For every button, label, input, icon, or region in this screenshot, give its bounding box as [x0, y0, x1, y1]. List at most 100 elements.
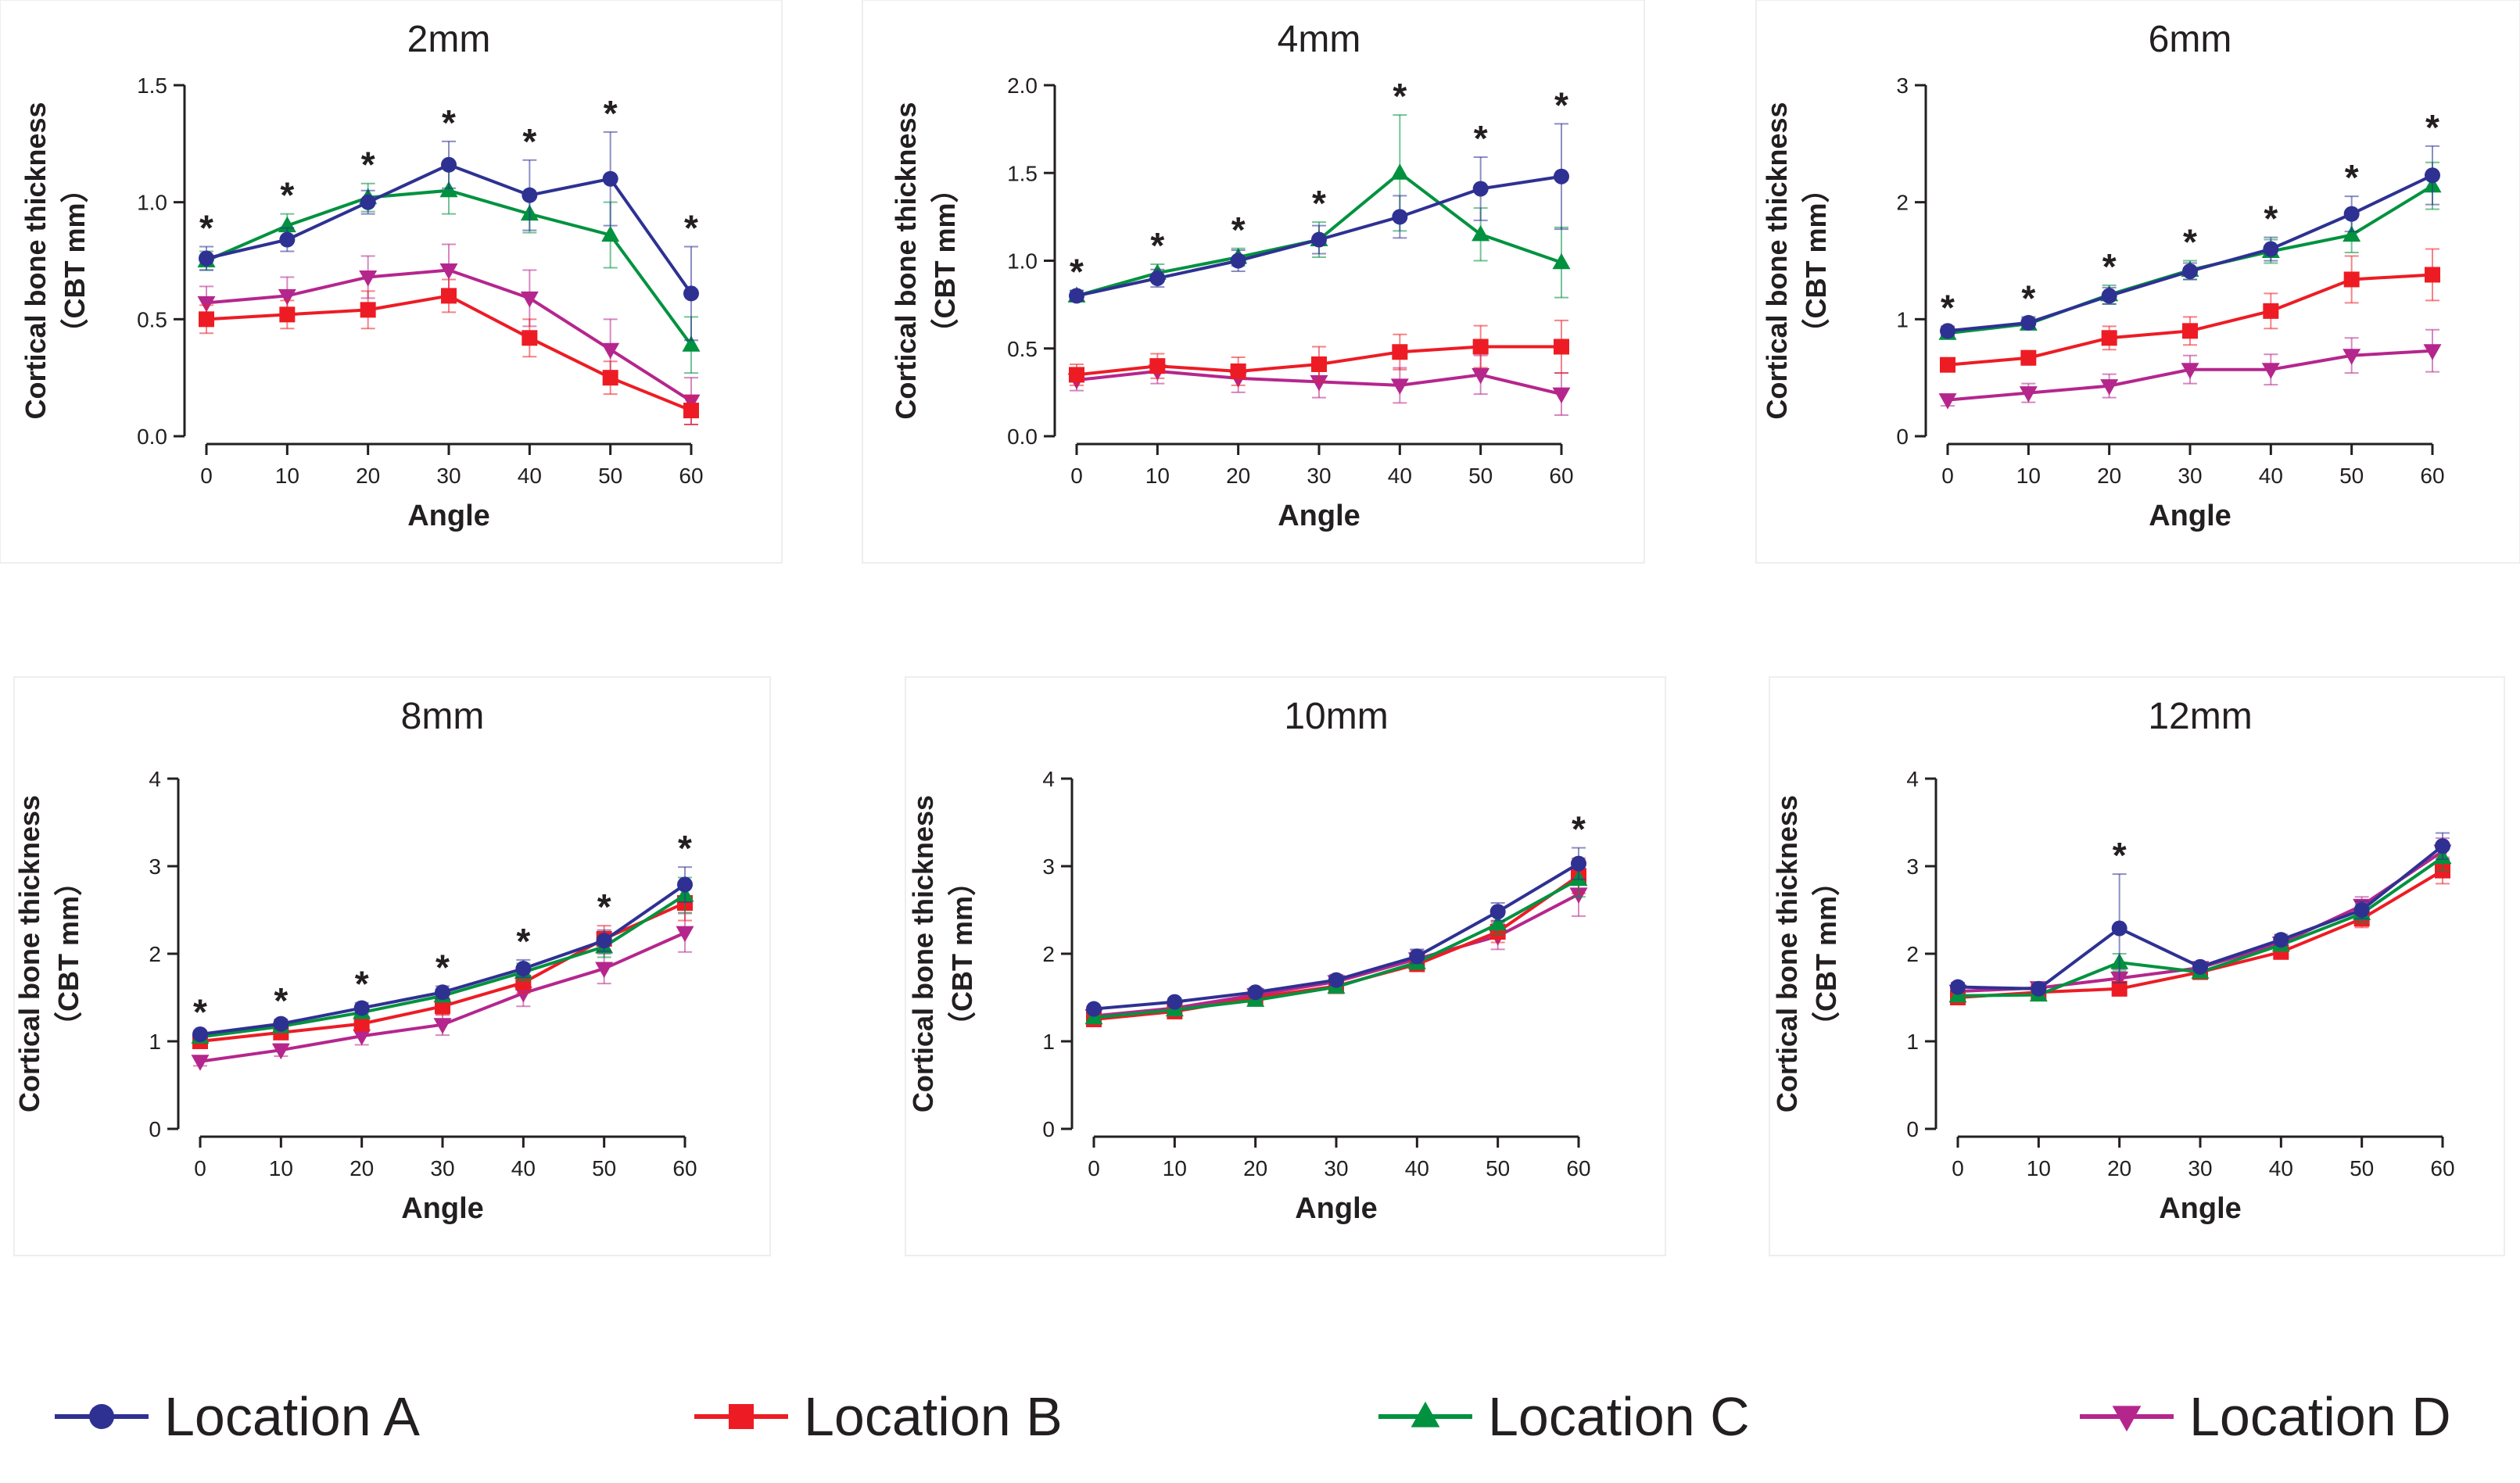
x-tick-label: 30 — [1324, 1156, 1348, 1180]
y-axis-label: Cortical bone thickness — [1761, 102, 1793, 419]
series-location-a — [1940, 145, 2440, 339]
data-point — [1554, 168, 1569, 184]
x-tick-label: 0 — [1941, 464, 1954, 488]
x-tick-label: 40 — [511, 1156, 536, 1180]
x-tick-label: 0 — [1088, 1156, 1100, 1180]
x-axis-label: Angle — [1278, 500, 1360, 532]
x-tick-label: 30 — [1307, 464, 1331, 488]
data-point — [2100, 379, 2119, 396]
x-tick-label: 60 — [2420, 464, 2444, 488]
significance-marker: * — [522, 121, 536, 162]
significance-marker: * — [678, 828, 692, 869]
legend: Location A Location B Location C Location D — [55, 1386, 2451, 1447]
data-point — [520, 291, 539, 308]
data-point — [1247, 984, 1264, 1001]
y-tick-label: 1.0 — [137, 191, 167, 215]
y-tick-label: 4 — [149, 767, 161, 791]
legend-entry-location-c: Location C — [1378, 1386, 1750, 1447]
y-tick-label: 0 — [1896, 424, 1909, 449]
x-tick-label: 40 — [2269, 1156, 2293, 1180]
data-point — [271, 1043, 290, 1060]
data-point — [199, 311, 214, 328]
legend-label: Location D — [2189, 1386, 2451, 1447]
chart-title: 8mm — [401, 696, 485, 737]
y-tick-label: 1 — [1896, 307, 1909, 331]
data-point — [1086, 1001, 1102, 1017]
data-point — [2020, 314, 2037, 331]
x-tick-label: 40 — [518, 464, 542, 488]
data-point — [1471, 224, 1490, 242]
data-point — [596, 933, 612, 949]
data-point — [683, 285, 699, 302]
chart-title: 10mm — [1284, 696, 1388, 737]
x-tick-label: 30 — [430, 1156, 454, 1180]
data-point — [1409, 948, 1425, 965]
x-tick-label: 50 — [592, 1156, 616, 1180]
chart-panel-1: 4mm 0.0 0.5 1.0 1.5 2.0 0 10 20 30 40 50 60 Angle Cort… — [862, 0, 1645, 564]
data-point — [1390, 378, 1409, 395]
x-tick-label: 10 — [269, 1156, 293, 1180]
series-location-b — [1069, 319, 1569, 386]
chart-title: 6mm — [2149, 19, 2232, 60]
y-axis-label: Cortical bone thickness — [13, 795, 45, 1112]
data-point — [683, 403, 699, 419]
y-tick-label: 3 — [1042, 854, 1055, 879]
y-tick-label: 1.5 — [1007, 161, 1038, 185]
data-point — [1149, 270, 1166, 286]
data-point — [2181, 363, 2199, 379]
chart-panel-0: 2mm 0.0 0.5 1.0 1.5 0 10 20 30 40 50 60 Angle Cortica… — [0, 0, 783, 564]
y-tick-label: 3 — [1906, 854, 1919, 879]
x-tick-label: 60 — [1566, 1156, 1590, 1180]
y-tick-label: 1 — [1906, 1030, 1919, 1054]
significance-marker: * — [604, 93, 618, 134]
y-axis-label-unit: （CBT mm） — [1800, 174, 1832, 346]
significance-marker: * — [2264, 199, 2278, 239]
data-point — [1311, 231, 1327, 248]
y-tick-label: 0 — [1906, 1117, 1919, 1141]
data-point — [2273, 932, 2289, 948]
data-point — [353, 1016, 370, 1032]
series-location-d — [1938, 328, 2442, 410]
significance-marker: * — [199, 208, 213, 249]
significance-marker: * — [1554, 84, 1568, 125]
x-tick-label: 0 — [1952, 1156, 1964, 1180]
significance-marker: * — [597, 887, 611, 927]
y-tick-label: 2.0 — [1007, 73, 1038, 98]
series-location-a — [1950, 832, 2450, 997]
data-point — [2263, 303, 2279, 319]
x-tick-label: 40 — [1388, 464, 1412, 488]
x-tick-label: 20 — [350, 1156, 374, 1180]
legend-entry-location-d: Location D — [2080, 1386, 2451, 1447]
data-point — [515, 961, 532, 977]
y-axis-label: Cortical bone thickness — [1771, 795, 1803, 1112]
x-tick-label: 50 — [2339, 464, 2364, 488]
significance-marker: * — [274, 980, 288, 1021]
legend-marker — [2112, 1406, 2142, 1432]
series-location-a — [199, 131, 699, 342]
data-point — [2111, 920, 2127, 937]
data-point — [1390, 163, 1409, 180]
data-point — [2020, 349, 2037, 366]
y-axis-label-unit: （CBT mm） — [59, 174, 91, 346]
y-tick-label: 3 — [1896, 73, 1909, 98]
x-tick-label: 60 — [679, 464, 703, 488]
significance-marker: * — [2345, 157, 2359, 198]
data-point — [1554, 339, 1569, 355]
legend-marker — [1411, 1401, 1440, 1427]
y-tick-label: 4 — [1042, 767, 1055, 791]
significance-marker: * — [1150, 225, 1164, 266]
data-point — [682, 335, 701, 352]
data-point — [353, 1000, 370, 1016]
data-point — [433, 1018, 452, 1034]
data-point — [1940, 356, 1955, 373]
significance-marker: * — [2021, 278, 2035, 318]
data-point — [2343, 349, 2361, 365]
data-point — [1392, 344, 1408, 360]
x-tick-label: 20 — [1226, 464, 1250, 488]
data-point — [1950, 979, 1966, 995]
